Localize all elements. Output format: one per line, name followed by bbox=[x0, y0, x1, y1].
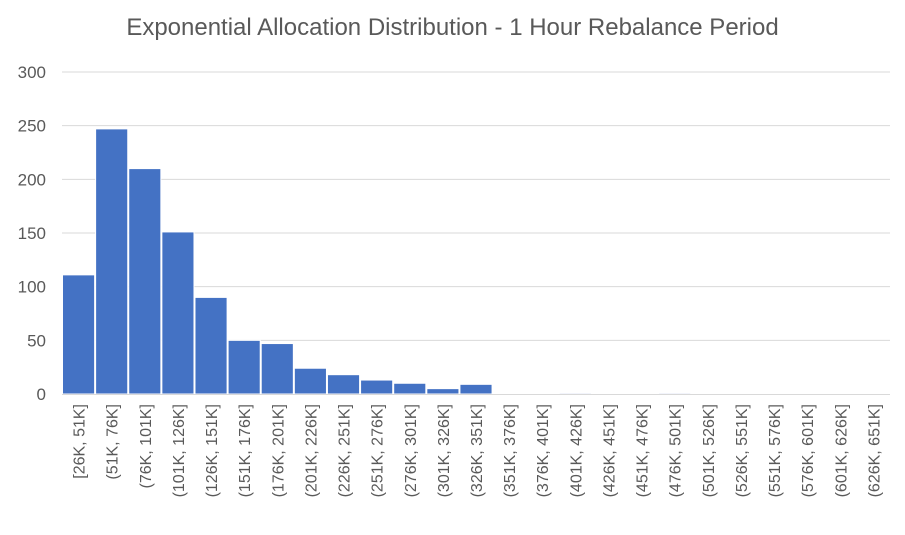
x-tick-label: (551K, 576K] bbox=[767, 404, 784, 497]
bar bbox=[62, 274, 96, 395]
x-tick-label: (376K, 401K] bbox=[535, 404, 552, 497]
x-tick-label: (176K, 201K] bbox=[270, 404, 287, 497]
bar bbox=[459, 383, 493, 395]
bar bbox=[293, 367, 327, 395]
bars bbox=[62, 128, 692, 395]
bar bbox=[326, 374, 361, 395]
y-tick-label: 50 bbox=[27, 331, 46, 350]
x-tick-label: (201K, 226K] bbox=[303, 404, 320, 497]
x-tick-label: (151K, 176K] bbox=[237, 404, 254, 497]
chart-title: Exponential Allocation Distribution - 1 … bbox=[126, 14, 779, 41]
x-tick-label: [26K, 51K] bbox=[72, 404, 89, 479]
x-tick-label: (501K, 526K] bbox=[701, 404, 718, 497]
bar bbox=[426, 388, 460, 395]
y-tick-labels: 0 50 100 150 200 250 300 bbox=[18, 63, 46, 404]
bar bbox=[161, 231, 195, 395]
x-tick-label: (251K, 276K] bbox=[370, 404, 387, 497]
x-tick-label: (351K, 376K] bbox=[502, 404, 519, 497]
bar bbox=[393, 382, 427, 395]
bar bbox=[227, 339, 261, 395]
bar bbox=[260, 343, 294, 395]
bar bbox=[558, 392, 592, 395]
x-tick-label: (76K, 101K] bbox=[138, 404, 155, 489]
y-tick-label: 250 bbox=[18, 117, 46, 136]
x-tick-label: (426K, 451K] bbox=[601, 404, 618, 497]
y-tick-label: 0 bbox=[37, 385, 46, 404]
y-tick-label: 200 bbox=[18, 170, 46, 189]
bar bbox=[194, 296, 228, 395]
bar bbox=[128, 168, 162, 395]
x-tick-label: (526K, 551K] bbox=[734, 404, 751, 497]
x-tick-label: (576K, 601K] bbox=[800, 404, 817, 497]
x-tick-label: (401K, 426K] bbox=[568, 404, 585, 497]
x-tick-label: (276K, 301K] bbox=[403, 404, 420, 497]
x-tick-label: (101K, 126K] bbox=[171, 404, 188, 497]
bar bbox=[95, 128, 129, 395]
x-tick-label: (51K, 76K] bbox=[105, 404, 122, 480]
bar bbox=[658, 392, 692, 395]
bar bbox=[360, 379, 394, 395]
y-tick-label: 150 bbox=[18, 224, 46, 243]
x-tick-label: (476K, 501K] bbox=[668, 404, 685, 497]
x-tick-label: (301K, 326K] bbox=[436, 404, 453, 497]
x-tick-labels: [26K, 51K] (51K, 76K] (76K, 101K] (101K, 12… bbox=[72, 404, 884, 497]
y-tick-label: 100 bbox=[18, 278, 46, 297]
x-tick-label: (126K, 151K] bbox=[204, 404, 221, 497]
x-tick-label: (326K, 351K] bbox=[469, 404, 486, 497]
x-tick-label: (451K, 476K] bbox=[635, 404, 652, 497]
y-tick-label: 300 bbox=[18, 63, 46, 82]
x-tick-label: (601K, 626K] bbox=[833, 404, 850, 497]
x-tick-label: (226K, 251K] bbox=[337, 404, 354, 497]
x-tick-label: (626K, 651K] bbox=[866, 404, 883, 497]
